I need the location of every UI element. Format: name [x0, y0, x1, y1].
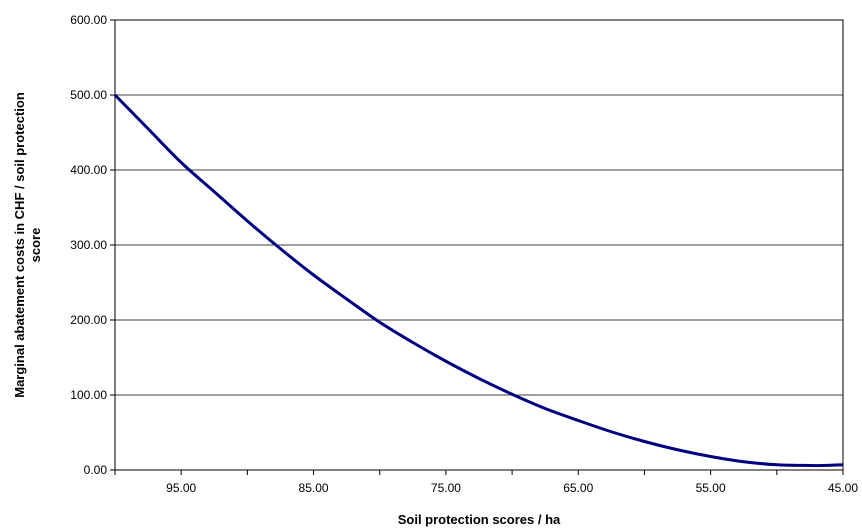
x-tick-label: 85.00: [299, 481, 329, 495]
y-tick-label: 400.00: [70, 163, 107, 177]
axis-titles: Soil protection scores / ha Marginal abat…: [12, 92, 561, 527]
series-line-0: [113, 93, 844, 468]
series-layer: [113, 93, 844, 468]
x-axis-title: Soil protection scores / ha: [398, 512, 561, 527]
y-tick-label: 0.00: [84, 463, 108, 477]
x-tick-label: 45.00: [828, 481, 858, 495]
x-tick-label: 75.00: [431, 481, 461, 495]
axes: [110, 19, 844, 475]
x-tick-label: 55.00: [696, 481, 726, 495]
y-axis-title-line: score: [28, 228, 43, 263]
y-axis-title: Marginal abatement costs in CHF / soil p…: [12, 92, 43, 398]
y-tick-label: 500.00: [70, 88, 107, 102]
y-tick-label: 100.00: [70, 388, 107, 402]
y-tick-label: 300.00: [70, 238, 107, 252]
grid-lines: [115, 19, 843, 396]
x-tick-label: 95.00: [166, 481, 196, 495]
y-axis-title-line: Marginal abatement costs in CHF / soil p…: [12, 92, 27, 398]
tick-labels: 0.00 100.00 200.00 300.00 400.00 500.00 600.00…: [70, 13, 858, 495]
y-tick-label: 600.00: [70, 13, 107, 27]
x-tick-label: 65.00: [563, 481, 593, 495]
y-tick-label: 200.00: [70, 313, 107, 327]
